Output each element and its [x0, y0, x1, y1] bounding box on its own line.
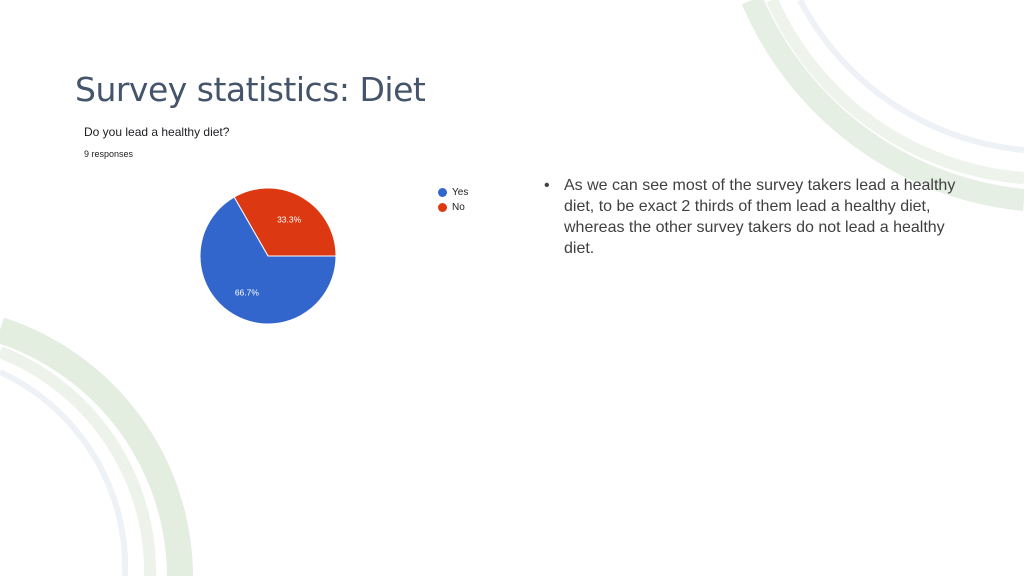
- legend-label-yes: Yes: [452, 187, 469, 198]
- chart-response-count: 9 responses: [84, 149, 134, 159]
- legend-item-yes: Yes: [438, 185, 468, 200]
- pie-data-labels: 33.3% 66.7%: [235, 215, 302, 298]
- legend-swatch-yes: [438, 188, 447, 197]
- bottom-left-arc-blue: [0, 369, 129, 576]
- pie-slices: [199, 187, 337, 325]
- top-right-arc-outer: [741, 0, 1024, 211]
- pie-slice-yes: [199, 196, 337, 325]
- legend-item-no: No: [438, 200, 468, 215]
- pie-chart: 33.3% 66.7%: [199, 187, 337, 325]
- bullet-item: • As we can see most of the survey taker…: [544, 175, 964, 259]
- pie-label-yes: 66.7%: [235, 287, 260, 297]
- legend-label-no: No: [452, 202, 465, 213]
- top-right-arc-inner: [766, 0, 1024, 184]
- bullet-text: As we can see most of the survey takers …: [564, 177, 956, 257]
- bullet-list: • As we can see most of the survey taker…: [544, 175, 964, 259]
- bullet-dot: •: [544, 177, 550, 194]
- slide-title: Survey statistics: Diet: [75, 70, 426, 109]
- chart-question: Do you lead a healthy diet?: [84, 125, 230, 139]
- chart-legend: Yes No: [438, 185, 468, 215]
- bottom-left-arc-outer: [0, 317, 193, 576]
- top-right-arc-blue: [797, 0, 1024, 153]
- pie-slice-no: [233, 187, 337, 257]
- bottom-left-arc-inner: [0, 346, 157, 576]
- pie-label-no: 33.3%: [277, 215, 302, 225]
- legend-swatch-no: [438, 203, 447, 212]
